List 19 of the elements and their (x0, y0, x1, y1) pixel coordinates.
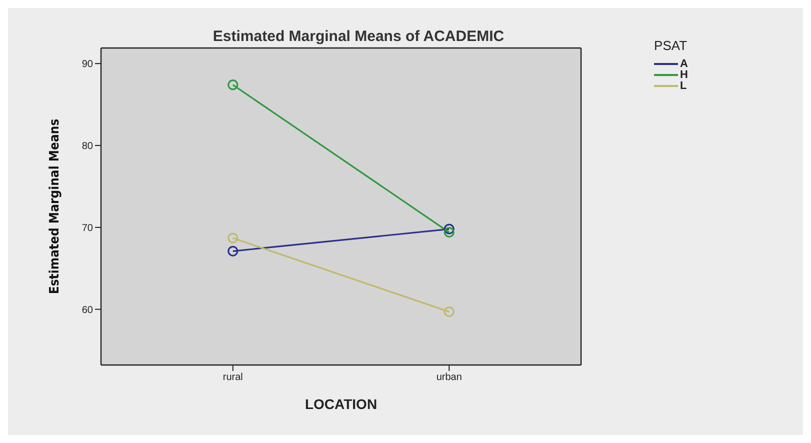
legend-label: A (680, 58, 688, 70)
point (444, 306, 454, 318)
x-tick-label: urban (436, 372, 462, 384)
legend-title: PSAT (654, 38, 688, 53)
y-tick-label: 80 (82, 141, 94, 152)
y-tick-label: 60 (82, 304, 94, 316)
y-axis-title: Estimated Marginal Means (48, 118, 63, 294)
point (228, 232, 238, 244)
legend-label: H (680, 68, 688, 80)
point (444, 224, 454, 234)
legend-label: L (680, 80, 687, 92)
x-axis-title: LOCATION (304, 396, 378, 412)
point (228, 246, 238, 256)
point (228, 80, 238, 90)
x-tick-label: rural (222, 372, 243, 384)
y-tick-label: 90 (82, 59, 94, 70)
point (444, 227, 454, 238)
chart-title: Estimated Marginal Means of ACADEMIC (212, 28, 506, 45)
y-tick-label: 70 (82, 222, 94, 234)
